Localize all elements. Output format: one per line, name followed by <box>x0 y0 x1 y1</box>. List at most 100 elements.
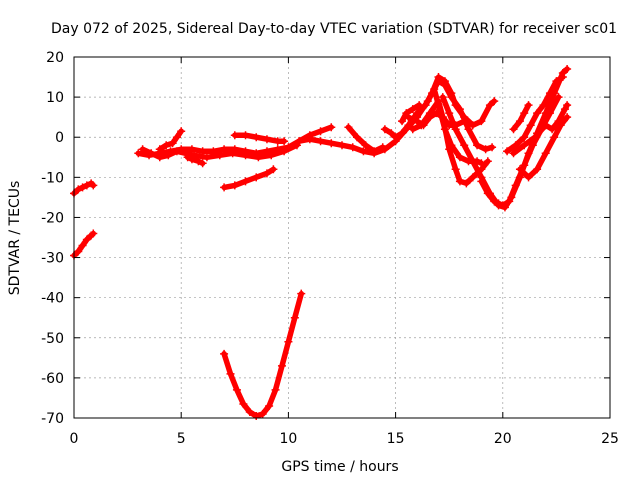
series-track-04 <box>138 141 301 162</box>
data-point <box>297 289 306 298</box>
data-point <box>440 125 449 134</box>
data-point <box>295 137 304 146</box>
data-point <box>511 181 520 190</box>
data-point <box>162 141 171 150</box>
data-point <box>445 109 454 118</box>
data-point <box>359 147 368 156</box>
y-axis-label: SDTVAR / TECUs <box>7 181 23 296</box>
data-point <box>498 201 507 210</box>
axis-ticks: 0 5 10 15 20 25 -70 -60 -50 -40 -30 -20 -10 0 10 20 <box>41 50 619 447</box>
data-point <box>280 147 289 156</box>
data-point <box>556 121 565 130</box>
data-point <box>378 143 387 152</box>
series-track-11 <box>344 123 387 156</box>
data-point <box>402 109 411 118</box>
data-point <box>468 173 477 182</box>
data-point <box>413 109 422 118</box>
x-tick-label: 15 <box>387 431 405 447</box>
data-point <box>408 105 417 114</box>
data-point <box>539 101 548 110</box>
y-tick-label: -40 <box>41 291 64 307</box>
data-point <box>387 129 396 138</box>
data-point <box>552 77 561 86</box>
data-point <box>554 93 563 102</box>
data-point <box>327 139 336 148</box>
data-point <box>408 125 417 134</box>
data-point <box>338 141 346 150</box>
data-point <box>434 73 443 82</box>
y-tick-label: -30 <box>41 251 64 267</box>
data-point <box>164 151 173 160</box>
data-point <box>464 125 473 134</box>
data-point <box>262 169 271 178</box>
data-point <box>348 143 357 152</box>
data-point <box>232 385 241 394</box>
data-point <box>78 183 87 192</box>
data-point <box>430 85 439 94</box>
data-point <box>183 153 192 162</box>
series-line <box>232 132 287 144</box>
data-point <box>548 125 557 134</box>
data-point <box>78 241 87 250</box>
data-point <box>451 125 460 134</box>
data-point <box>545 109 554 118</box>
x-tick-label: 10 <box>279 431 297 447</box>
series-track-20 <box>515 113 572 182</box>
data-point <box>252 411 261 420</box>
data-point <box>241 177 250 186</box>
data-point <box>194 157 203 166</box>
x-tick-label: 0 <box>70 431 79 447</box>
data-point <box>187 145 196 154</box>
data-point <box>172 147 181 156</box>
series-track-08 <box>220 289 306 420</box>
data-point <box>252 133 261 142</box>
data-point <box>434 101 443 110</box>
series-track-18 <box>503 73 567 156</box>
series-line <box>410 98 491 187</box>
data-point <box>198 159 207 168</box>
series-line <box>510 102 570 157</box>
data-point <box>230 181 239 190</box>
y-tick-label: -10 <box>41 170 64 186</box>
data-point <box>526 121 535 130</box>
series-line <box>184 154 206 167</box>
data-point <box>545 89 554 98</box>
data-point <box>277 361 286 370</box>
data-point <box>550 133 559 142</box>
data-point <box>528 141 537 150</box>
data-point <box>241 151 250 160</box>
data-point <box>477 159 486 168</box>
data-point <box>284 337 293 346</box>
x-axis-label: GPS time / hours <box>281 459 398 475</box>
data-point <box>451 165 460 174</box>
series-track-06 <box>183 153 207 168</box>
data-point <box>541 121 550 130</box>
series-track-09 <box>230 131 289 146</box>
data-point <box>473 141 482 150</box>
data-point <box>89 181 98 190</box>
data-point <box>215 151 224 160</box>
data-point <box>220 183 229 192</box>
data-point <box>74 185 83 194</box>
data-point <box>505 197 514 206</box>
grid <box>74 57 610 418</box>
data-point <box>515 165 524 174</box>
data-point <box>488 143 497 152</box>
data-point <box>560 105 569 114</box>
series-track-19 <box>509 101 572 158</box>
data-point <box>425 109 434 118</box>
data-point <box>344 123 353 132</box>
data-point <box>82 235 91 244</box>
data-point <box>404 121 413 130</box>
data-point <box>269 165 278 174</box>
data-point <box>380 125 389 134</box>
data-point <box>361 141 370 150</box>
data-point <box>524 101 533 110</box>
data-point <box>483 189 492 198</box>
series-track-21 <box>509 101 533 134</box>
data-point <box>226 369 235 378</box>
data-point <box>468 157 477 166</box>
data-point <box>398 117 407 126</box>
data-point <box>520 141 529 150</box>
